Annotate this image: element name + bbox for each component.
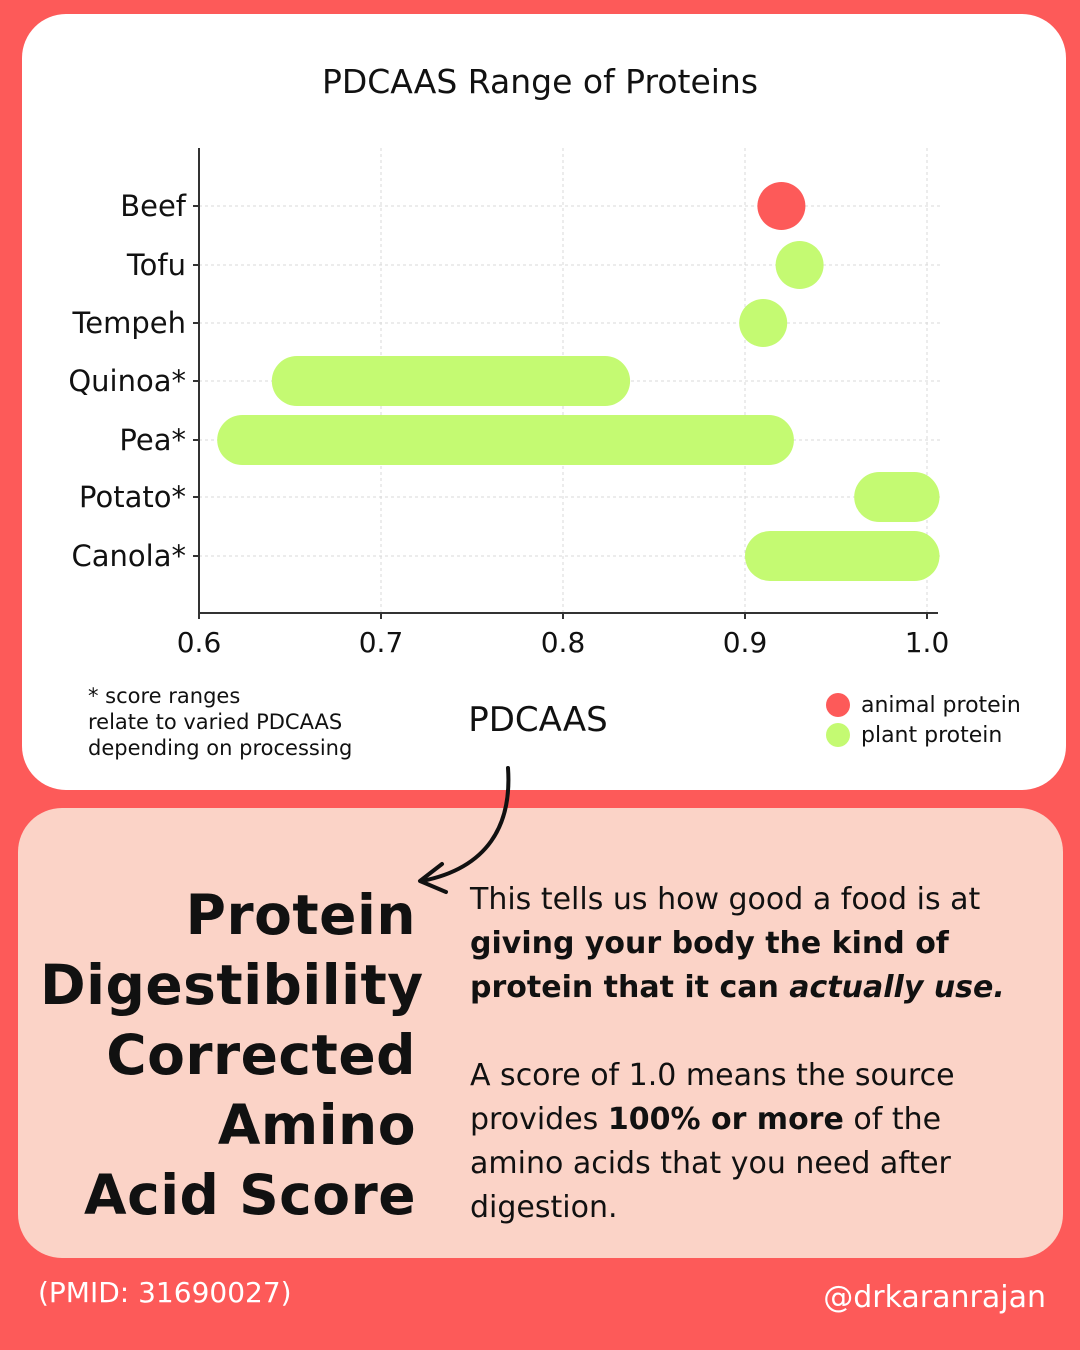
title-line: Amino — [217, 1093, 416, 1157]
desc-text: A score of 1.0 means the source provides — [470, 1058, 955, 1137]
y-tick-label: Tempeh — [71, 306, 186, 340]
legend: animal protein plant protein — [826, 690, 1021, 750]
legend-item-animal: animal protein — [826, 690, 1021, 720]
range-bar — [854, 472, 940, 522]
range-chart: 0.6 0.7 0.8 0.9 1.0 Beef Tofu Tempeh Quinoa* Pea*… — [68, 148, 950, 659]
animal-dot-icon — [826, 693, 850, 717]
citation: (PMID: 31690027) — [38, 1276, 292, 1309]
range-bar — [271, 356, 631, 406]
y-tick-label: Quinoa* — [68, 364, 186, 398]
x-tick-label: 0.8 — [541, 626, 586, 659]
legend-label-plant: plant protein — [861, 722, 1003, 748]
y-tick-label: Potato* — [79, 480, 186, 514]
y-tick-label: Tofu — [126, 248, 186, 282]
desc-bold: 100% or more — [607, 1102, 844, 1137]
range-bar — [217, 415, 794, 465]
footnote: * score ranges relate to varied PDCAAS d… — [88, 684, 353, 760]
x-tick-label: 0.7 — [359, 626, 404, 659]
desc-bold: giving your body the kind of protein tha… — [470, 926, 949, 1005]
x-tick-label: 0.6 — [177, 626, 222, 659]
data-point — [775, 241, 824, 289]
plant-dot-icon — [826, 723, 850, 747]
description-paragraph-1: This tells us how good a food is at givi… — [470, 878, 1040, 1010]
y-tick-label: Canola* — [72, 539, 186, 573]
desc-text: This tells us how good a food is at — [470, 882, 981, 917]
x-tick-label: 0.9 — [723, 626, 768, 659]
x-tick-label: 1.0 — [905, 626, 950, 659]
desc-text: of the amino acids that you need after d… — [470, 1102, 951, 1225]
y-tick-label: Beef — [120, 189, 187, 223]
title-line: Corrected — [106, 1023, 416, 1087]
legend-label-animal: animal protein — [861, 692, 1021, 718]
title-line: Protein — [185, 883, 416, 947]
title-line: Acid Score — [84, 1163, 416, 1227]
y-tick-label: Pea* — [119, 423, 186, 457]
acronym-title: Protein Digestibility Corrected Amino Ac… — [40, 880, 424, 1230]
legend-item-plant: plant protein — [826, 720, 1021, 750]
author-handle: @drkaranrajan — [823, 1280, 1046, 1315]
range-bar — [745, 531, 940, 581]
description: This tells us how good a food is at givi… — [470, 878, 1040, 1230]
title-line: Digestibility — [40, 953, 424, 1017]
x-axis-label: PDCAAS — [468, 700, 608, 740]
description-paragraph-2: A score of 1.0 means the source provides… — [470, 1054, 1040, 1230]
desc-bold-italic: actually use. — [789, 970, 1005, 1005]
definition-card — [18, 808, 1063, 1258]
chart-title: PDCAAS Range of Proteins — [321, 62, 759, 101]
data-point — [757, 182, 806, 230]
data-point — [739, 299, 788, 347]
